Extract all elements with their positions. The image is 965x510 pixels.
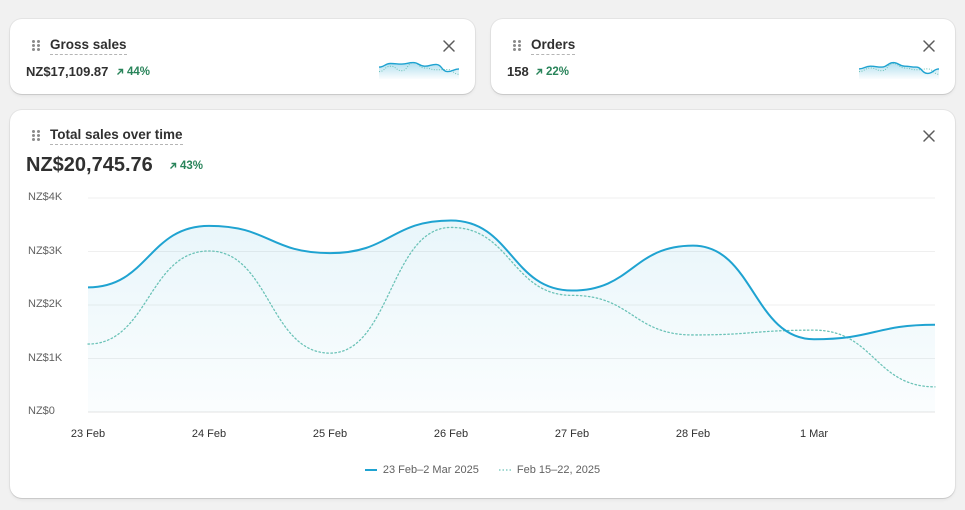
current-series-point (690, 243, 696, 249)
y-tick-label: NZ$2K (28, 298, 63, 310)
orders-sparkline-current-line (859, 61, 939, 75)
gross-sales-sparkline-area (379, 62, 459, 79)
current-series-line (87, 219, 936, 341)
gross-sales-sparkline-current-line (379, 61, 459, 73)
previous-series-point (569, 292, 575, 298)
x-tick-label: 28 Feb (675, 428, 711, 440)
legend-item-previous[interactable]: Feb 15–22, 2025 (498, 464, 601, 476)
gross-sales-change-value: 44% (127, 66, 151, 78)
current-series-point (569, 288, 575, 294)
total-sales-title[interactable]: Total sales over time (50, 127, 183, 145)
current-series-point (932, 322, 938, 328)
x-tick-label: 25 Feb (312, 428, 348, 440)
orders-sparkline (859, 61, 939, 79)
x-tick-label: 23 Feb (70, 428, 106, 440)
drag-handle-icon[interactable] (32, 130, 40, 142)
gross-sales-change: 44% (116, 66, 150, 78)
previous-series-point (448, 224, 454, 230)
arrow-up-right-icon (117, 68, 124, 75)
current-series-point (448, 217, 454, 223)
y-tick-label: NZ$4K (28, 191, 63, 203)
previous-series-point (206, 248, 212, 254)
legend-item-current[interactable]: 23 Feb–2 Mar 2025 (364, 464, 479, 476)
gross-sales-value: NZ$17,109.87 (26, 64, 109, 79)
gross-sales-card: Gross sales NZ$17,109.87 44% (10, 19, 475, 94)
drag-handle-icon[interactable] (32, 40, 40, 52)
current-series-point (811, 336, 817, 342)
total-sales-value: NZ$20,745.76 (26, 154, 153, 176)
y-tick-label: NZ$0 (28, 405, 55, 417)
arrow-up-right-icon (170, 162, 177, 169)
legend-label-current: 23 Feb–2 Mar 2025 (382, 464, 479, 476)
orders-title[interactable]: Orders (531, 37, 576, 55)
x-tick-label: 24 Feb (191, 428, 227, 440)
close-icon[interactable] (442, 39, 456, 53)
current-series-point (85, 284, 91, 290)
previous-series-point (85, 341, 91, 347)
total-sales-change-value: 43% (180, 160, 204, 172)
current-series-area (88, 220, 935, 412)
gross-sales-sparkline (379, 61, 459, 79)
legend-solid-swatch (364, 469, 377, 471)
orders-sparkline-area (859, 62, 939, 79)
orders-card: Orders 158 22% (491, 19, 955, 94)
y-tick-label: NZ$3K (28, 244, 63, 257)
drag-handle-icon[interactable] (513, 40, 521, 52)
previous-series-point (327, 350, 333, 356)
legend-label-previous: Feb 15–22, 2025 (516, 464, 601, 476)
current-series-point (327, 250, 333, 256)
x-tick-label: 26 Feb (433, 428, 469, 440)
legend-dotted-swatch (498, 469, 511, 471)
previous-series-point (932, 384, 938, 390)
x-tick-label: 1 Mar (799, 428, 829, 440)
x-tick-label: 27 Feb (554, 428, 590, 440)
previous-series-point (690, 332, 696, 338)
gross-sales-title[interactable]: Gross sales (50, 37, 127, 55)
y-tick-label: NZ$1K (28, 351, 63, 364)
close-icon[interactable] (922, 129, 936, 143)
chart-legend: 23 Feb–2 Mar 2025 Feb 15–22, 2025 (10, 464, 955, 476)
arrow-up-right-icon (536, 68, 543, 75)
current-series-point (206, 223, 212, 229)
orders-sparkline-previous-line (859, 62, 939, 75)
orders-value: 158 (507, 64, 529, 79)
previous-series-point (811, 327, 817, 333)
previous-series-line (87, 226, 936, 388)
orders-change-value: 22% (546, 66, 570, 78)
total-sales-card: Total sales over time NZ$20,745.76 43% N… (10, 110, 955, 498)
close-icon[interactable] (922, 39, 936, 53)
orders-change: 22% (535, 66, 569, 78)
total-sales-change: 43% (169, 160, 203, 172)
